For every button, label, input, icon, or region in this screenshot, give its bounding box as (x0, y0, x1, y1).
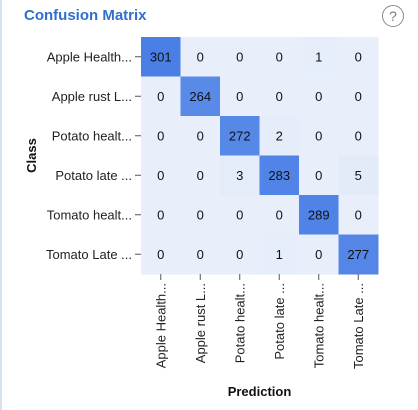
cell-value-label: 264 (189, 89, 211, 104)
matrix-cell (259, 155, 300, 196)
matrix-cell (220, 195, 260, 235)
matrix-cell (180, 76, 221, 117)
cell-value-label: 0 (276, 49, 283, 64)
cell-value-label: 0 (315, 168, 322, 183)
x-tick-label: Apple rust L... (193, 283, 208, 363)
y-tick-label: Tomato Late ... (46, 247, 132, 262)
cell-value-label: 0 (197, 128, 204, 143)
matrix-cell (338, 195, 379, 235)
matrix-cell (338, 155, 379, 196)
cell-value-label: 0 (355, 128, 362, 143)
matrix-cell (299, 116, 339, 156)
question-circle-icon[interactable]: ? (382, 5, 404, 27)
cell-value-label: 0 (197, 49, 204, 64)
matrix-cell (259, 234, 300, 275)
cell-value-label: 5 (355, 168, 362, 183)
cell-value-label: 0 (276, 89, 283, 104)
cell-value-label: 0 (197, 168, 204, 183)
matrix-cell (299, 37, 339, 77)
cell-value-label: 2 (276, 128, 283, 143)
matrix-cell (299, 76, 339, 117)
matrix-cell (141, 234, 181, 275)
matrix-cell (299, 234, 339, 275)
y-axis-title: Class (24, 138, 39, 173)
y-tick-label: Potato late ... (55, 168, 132, 183)
matrix-cell (180, 234, 221, 275)
matrix-cell (299, 195, 339, 235)
cell-value-label: 0 (157, 89, 164, 104)
cell-value-label: 0 (276, 207, 283, 222)
y-tick-label: Potato healt... (52, 128, 132, 143)
matrix-cell (141, 76, 181, 117)
matrix-cell (141, 195, 181, 235)
matrix-cell (180, 37, 221, 77)
y-tick-label: Apple Health... (47, 49, 132, 64)
matrix-cell (338, 37, 379, 77)
cell-value-label: 0 (157, 168, 164, 183)
cell-value-label: 0 (355, 89, 362, 104)
cell-value-label: 289 (308, 207, 330, 222)
matrix-cell (338, 234, 379, 275)
matrix-cell (180, 195, 221, 235)
matrix-cell (259, 37, 300, 77)
matrix-cell (220, 37, 260, 77)
matrix-cell (220, 155, 260, 196)
matrix-cell (180, 155, 221, 196)
cell-value-label: 3 (236, 168, 243, 183)
cell-value-label: 272 (229, 128, 251, 143)
cell-value-label: 1 (276, 247, 283, 262)
matrix-cell (220, 116, 260, 156)
cell-value-label: 0 (236, 207, 243, 222)
cell-value-label: 0 (157, 207, 164, 222)
cell-value-label: 0 (355, 207, 362, 222)
cell-value-label: 0 (315, 89, 322, 104)
cell-value-label: 277 (347, 247, 369, 262)
x-axis-title: Prediction (228, 384, 292, 399)
matrix-cell (141, 37, 181, 77)
matrix-cell (220, 234, 260, 275)
matrix-cell (259, 76, 300, 117)
matrix-cell (180, 116, 221, 156)
cell-value-label: 1 (315, 49, 322, 64)
matrix-cell (141, 155, 181, 196)
matrix-cell (259, 116, 300, 156)
cell-value-label: 301 (150, 49, 172, 64)
x-tick-label: Apple Health... (153, 283, 168, 368)
cell-value-label: 0 (236, 247, 243, 262)
matrix-cell (338, 116, 379, 156)
cell-value-label: 0 (355, 49, 362, 64)
matrix-cell (338, 76, 379, 117)
cell-value-label: 283 (268, 168, 290, 183)
cell-value-label: 0 (236, 49, 243, 64)
cell-value-label: 0 (197, 247, 204, 262)
cell-value-label: 0 (197, 207, 204, 222)
matrix-cell (259, 195, 300, 235)
matrix-cell (220, 76, 260, 117)
cell-value-label: 0 (315, 247, 322, 262)
x-tick-label: Tomato healt... (311, 283, 326, 368)
cell-value-label: 0 (236, 89, 243, 104)
x-tick-label: Potato late ... (272, 283, 287, 360)
y-tick-label: Apple rust L... (52, 89, 132, 104)
matrix-cell (141, 116, 181, 156)
cell-value-label: 0 (157, 128, 164, 143)
cell-value-label: 0 (157, 247, 164, 262)
x-tick-label: Potato healt... (232, 283, 247, 363)
y-tick-label: Tomato healt... (47, 207, 132, 222)
panel-title: Confusion Matrix (24, 7, 147, 24)
cell-value-label: 0 (315, 128, 322, 143)
x-tick-label: Tomato Late ... (351, 283, 366, 369)
matrix-cell (299, 155, 339, 196)
